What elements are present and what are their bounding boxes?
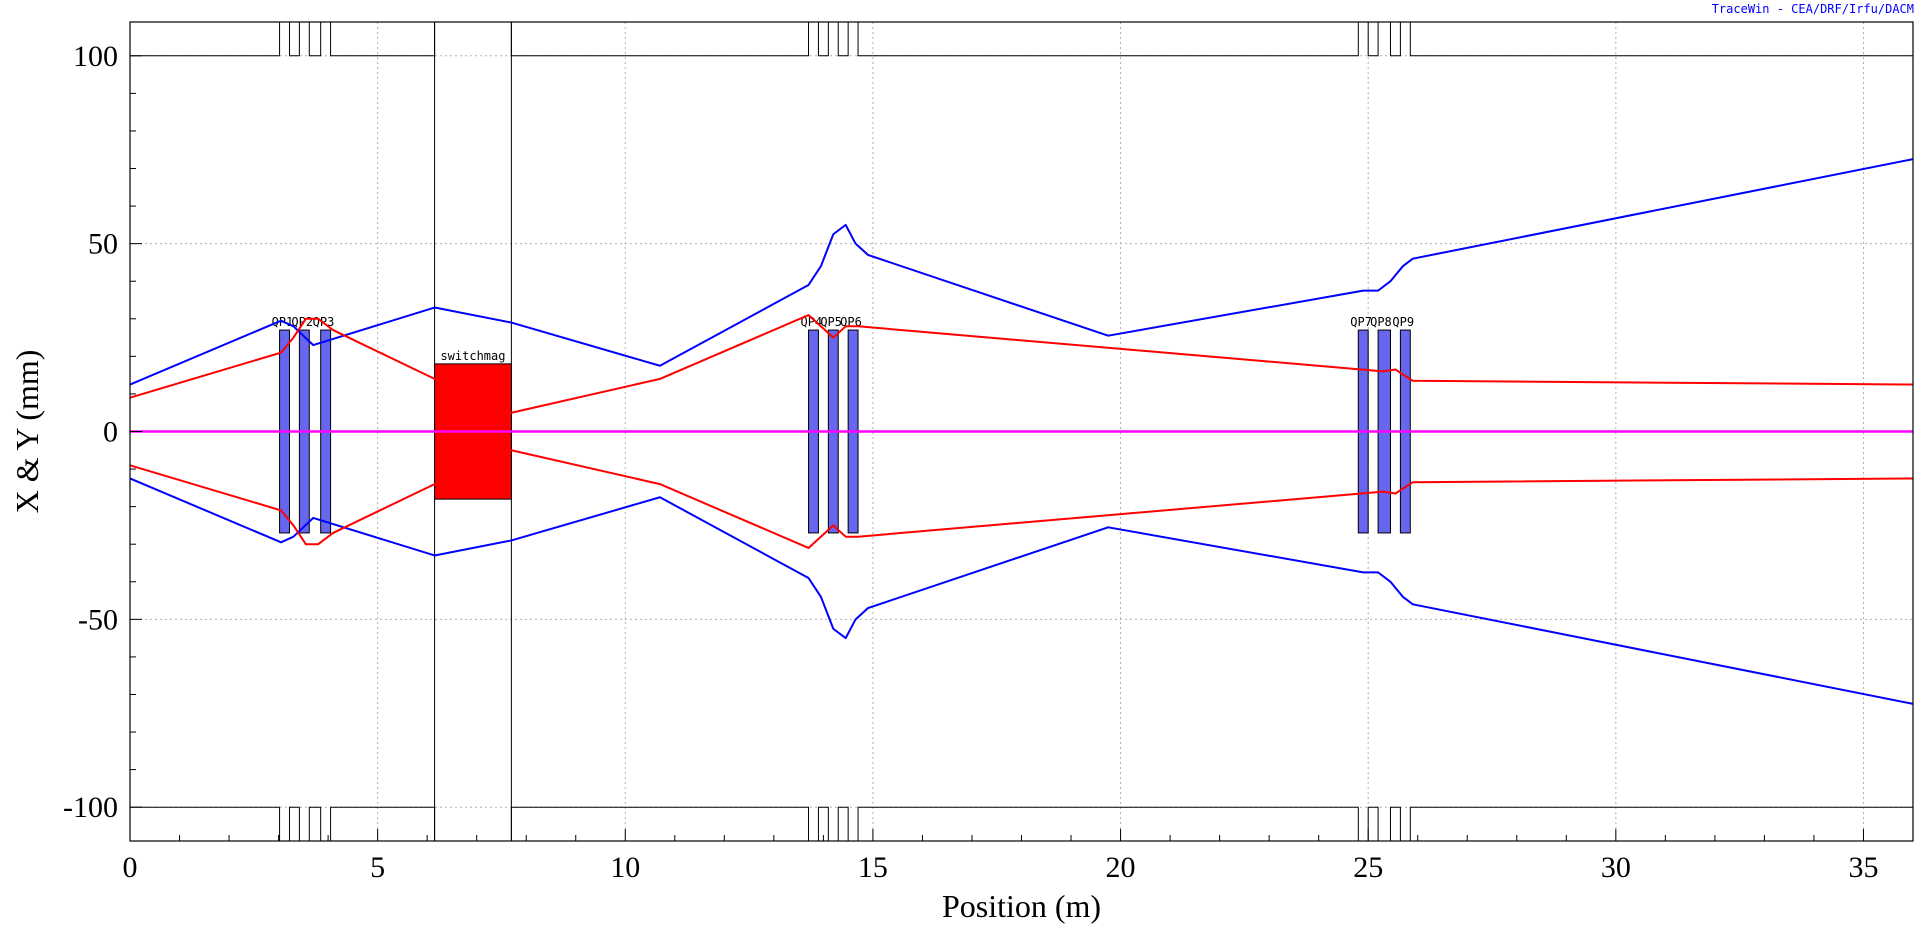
y-axis-title: X & Y (mm) bbox=[9, 350, 45, 514]
element-label: QP5 bbox=[820, 315, 842, 329]
envelope-series bbox=[129, 158, 1914, 705]
x-axis-title: Position (m) bbox=[942, 888, 1101, 924]
element-label: switchmag bbox=[440, 349, 505, 363]
x-tick-label: 25 bbox=[1353, 851, 1383, 884]
axis-ticks: 0 5 10 15 20 25 30 35 100 50 0 -50 -100 bbox=[63, 40, 1914, 884]
y_upper-line bbox=[129, 314, 1914, 414]
y-tick-label: -50 bbox=[78, 603, 118, 636]
y-tick-label: 0 bbox=[103, 416, 118, 449]
element-label: QP8 bbox=[1370, 315, 1392, 329]
tracewin-credit: TraceWin - CEA/DRF/Irfu/DACM bbox=[1711, 2, 1914, 16]
x-tick-label: 15 bbox=[858, 851, 888, 884]
aperture-top bbox=[130, 21, 1913, 57]
x-tick-label: 10 bbox=[610, 851, 640, 884]
x_upper-line bbox=[129, 158, 1914, 386]
y-tick-label: 100 bbox=[73, 40, 118, 73]
x-tick-label: 30 bbox=[1601, 851, 1631, 884]
x-tick-label: 20 bbox=[1106, 851, 1136, 884]
element-label: QP4 bbox=[801, 315, 823, 329]
x-tick-label: 5 bbox=[370, 851, 385, 884]
x_lower-line bbox=[129, 477, 1914, 705]
x-tick-label: 0 bbox=[123, 851, 138, 884]
y_lower-line bbox=[129, 449, 1914, 549]
x-tick-label: 35 bbox=[1848, 851, 1878, 884]
y-tick-label: 50 bbox=[88, 228, 118, 261]
element-label: QP9 bbox=[1392, 315, 1414, 329]
y-tick-label: -100 bbox=[63, 791, 118, 824]
element-label: QP7 bbox=[1350, 315, 1372, 329]
